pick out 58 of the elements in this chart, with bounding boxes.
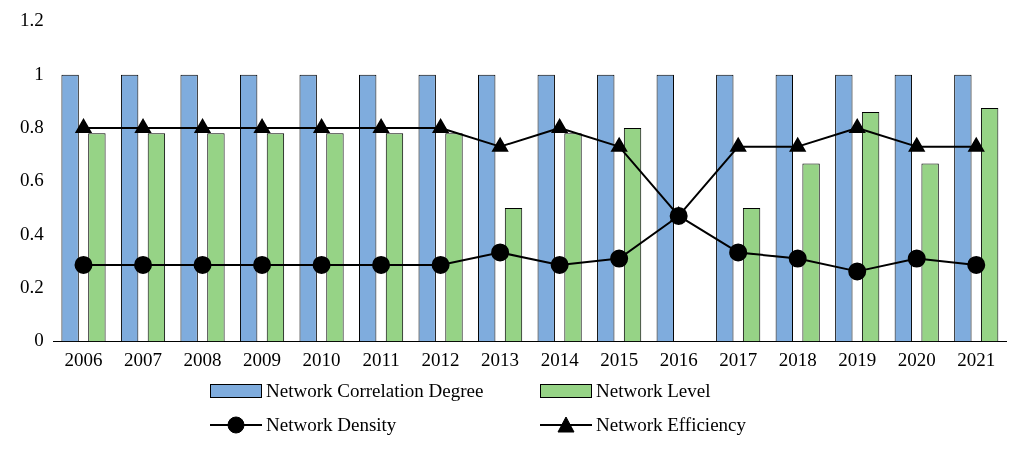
- x-tick-label: 2012: [421, 348, 460, 370]
- point: [74, 255, 93, 274]
- point: [194, 119, 211, 133]
- point: [491, 243, 510, 262]
- point: [372, 255, 391, 274]
- point: [907, 249, 926, 268]
- x-tick-label: 2016: [659, 348, 698, 370]
- point: [730, 137, 747, 152]
- point: [611, 137, 628, 152]
- y-tick-label: 0.2: [20, 275, 44, 297]
- point: [610, 249, 629, 268]
- x-tick-label: 2020: [897, 348, 936, 370]
- x-tick-label: 2014: [540, 348, 580, 370]
- x-tick-label: 2021: [957, 348, 996, 370]
- point: [968, 137, 985, 152]
- point: [254, 119, 270, 133]
- point: [75, 119, 92, 133]
- x-tick-label: 2013: [481, 348, 520, 370]
- point: [908, 137, 925, 152]
- x-tick-label: 2008: [183, 348, 222, 370]
- y-tick-label: 0.8: [20, 115, 44, 137]
- x-tick-label: 2007: [124, 348, 163, 370]
- point: [849, 119, 866, 133]
- point: [432, 119, 449, 133]
- x-tick-label: 2018: [778, 348, 817, 370]
- x-tick-label: 2009: [243, 348, 282, 370]
- point: [967, 255, 986, 274]
- x-tick-label: 2006: [64, 348, 103, 370]
- legend-label: Network Level: [596, 380, 711, 402]
- point: [193, 255, 212, 274]
- point: [551, 119, 568, 133]
- point: [789, 137, 806, 152]
- x-tick-label: 2017: [719, 348, 758, 370]
- y-tick-label: 0.4: [20, 222, 45, 244]
- point: [134, 255, 153, 274]
- y-tick-label: 0.6: [20, 169, 44, 191]
- point: [373, 119, 390, 133]
- point: [492, 137, 509, 152]
- point: [550, 255, 569, 274]
- x-tick-label: 2011: [362, 348, 400, 370]
- point: [312, 255, 331, 274]
- x-tick-label: 2010: [302, 348, 341, 370]
- y-tick-label: 1.2: [20, 9, 44, 31]
- point: [135, 119, 151, 133]
- point: [788, 249, 807, 268]
- point: [669, 206, 688, 225]
- legend-label: Network Correlation Degree: [266, 380, 484, 402]
- point: [431, 255, 450, 274]
- legend-label: Network Efficiency: [596, 414, 747, 436]
- legend-label: Network Density: [266, 414, 397, 436]
- point: [253, 255, 272, 274]
- point: [848, 262, 867, 281]
- point: [729, 243, 748, 262]
- y-tick-label: 0: [34, 329, 44, 351]
- point: [313, 119, 330, 133]
- y-tick-label: 1: [34, 62, 44, 84]
- x-tick-label: 2019: [838, 348, 877, 370]
- x-tick-label: 2015: [600, 348, 639, 370]
